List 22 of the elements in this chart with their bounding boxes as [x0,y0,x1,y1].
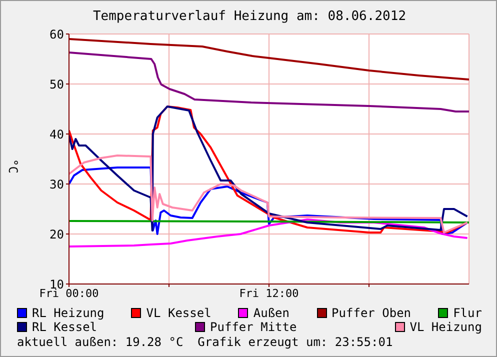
legend-label: Puffer Mitte [209,320,297,334]
y-tick-label: 50 [50,77,64,92]
y-tick-label: 20 [50,227,64,242]
line-series [69,154,468,234]
line-series [69,218,468,248]
legend-label: Puffer Oben [330,306,412,320]
chart-title: Temperaturverlauf Heizung am: 08.06.2012 [92,9,408,24]
legend-label: VL Heizung [408,320,482,334]
line-series [69,38,469,80]
legend-label: RL Heizung [31,306,104,320]
legend-label: Flur [452,306,482,320]
y-tick-label: 30 [50,177,64,192]
legend-label: Außen [252,306,290,320]
legend-label: VL Kessel [145,306,212,320]
line-series [69,166,468,235]
line-series [69,52,469,112]
x-tick-label: Fri 12:00 [239,286,299,300]
legend-label: RL Kessel [31,320,98,334]
y-tick-label: 40 [50,127,64,142]
y-tick-label: 60 [50,27,64,42]
text: aktuell außen: 19.28 °C Grafik erzeugt um: 23:55:01 [17,335,393,349]
y-axis-title: °C [6,159,20,174]
